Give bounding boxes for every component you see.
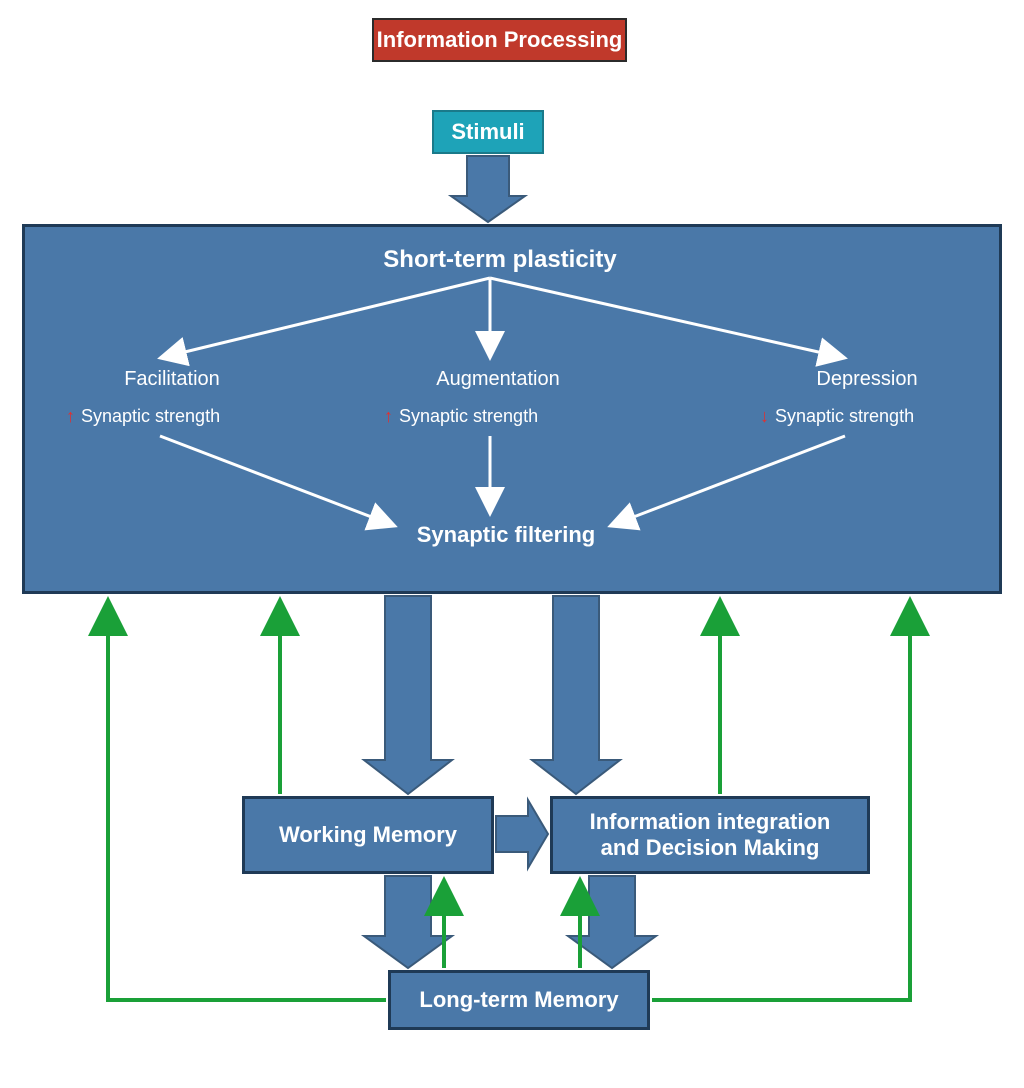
syn-dep-text: Synaptic strength: [775, 406, 914, 426]
down-arrow-icon: ↓: [760, 406, 769, 426]
long-term-memory-box: Long-term Memory: [388, 970, 650, 1030]
up-arrow-icon: ↑: [66, 406, 75, 426]
diagram-stage: Information Processing Stimuli Short-ter…: [0, 0, 1024, 1088]
syn-fac-text: Synaptic strength: [81, 406, 220, 426]
up-arrow-icon: ↑: [384, 406, 393, 426]
syn-fac-label: ↑ Synaptic strength: [66, 406, 296, 427]
filtering-text: Synaptic filtering: [417, 522, 595, 547]
filtering-label: Synaptic filtering: [396, 522, 616, 548]
depression-label: Depression: [792, 368, 942, 391]
title-label: Information Processing: [377, 27, 623, 53]
augmentation-text: Augmentation: [436, 368, 559, 390]
wm-label: Working Memory: [279, 822, 457, 848]
title-box: Information Processing: [372, 18, 627, 62]
iidm-label-2: and Decision Making: [601, 835, 820, 861]
facilitation-label: Facilitation: [92, 368, 252, 391]
augmentation-label: Augmentation: [408, 368, 588, 391]
stimuli-box: Stimuli: [432, 110, 544, 154]
syn-aug-text: Synaptic strength: [399, 406, 538, 426]
stp-heading-text: Short-term plasticity: [383, 246, 616, 273]
syn-dep-label: ↓ Synaptic strength: [760, 406, 990, 427]
facilitation-text: Facilitation: [124, 368, 220, 390]
depression-text: Depression: [816, 368, 917, 390]
working-memory-box: Working Memory: [242, 796, 494, 874]
syn-aug-label: ↑ Synaptic strength: [384, 406, 614, 427]
info-integration-box: Information integration and Decision Mak…: [550, 796, 870, 874]
ltm-label: Long-term Memory: [419, 987, 618, 1013]
stimuli-label: Stimuli: [451, 119, 524, 145]
iidm-label-1: Information integration: [590, 809, 831, 835]
stp-heading: Short-term plasticity: [340, 246, 660, 274]
